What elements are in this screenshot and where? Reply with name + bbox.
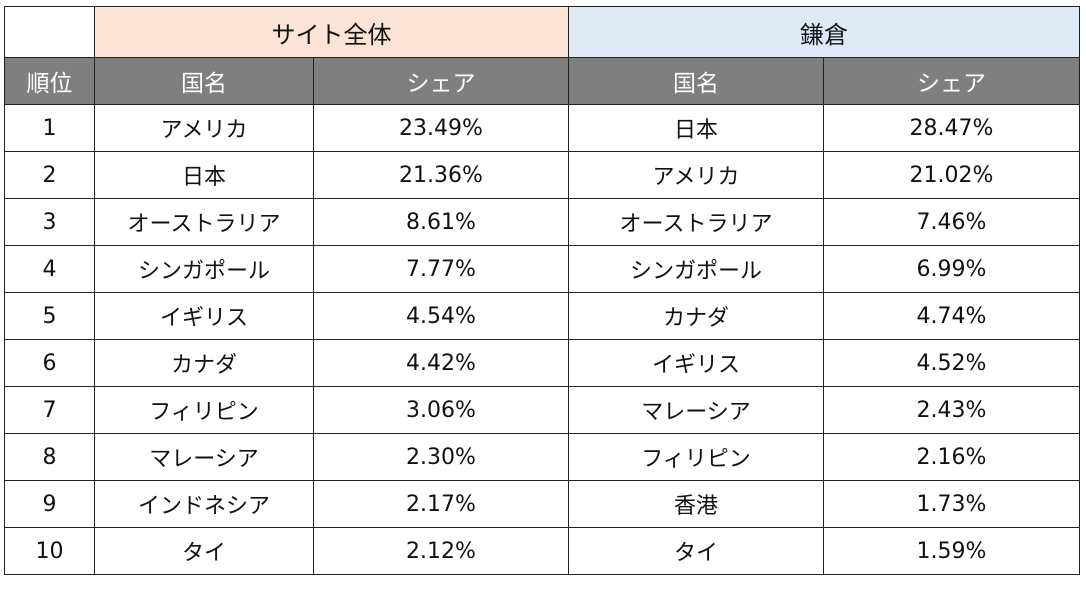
ranking-table: サイト全体 鎌倉 順位 国名 シェア 国名 シェア 1 アメリカ 23.49% 日本 2… bbox=[4, 6, 1080, 575]
kamakura-country-cell: アメリカ bbox=[568, 151, 824, 199]
site-country-cell: イギリス bbox=[94, 292, 314, 340]
site-share-cell: 2.12% bbox=[313, 527, 569, 575]
site-share-cell: 21.36% bbox=[313, 151, 569, 199]
table-row: 4 シンガポール 7.77% シンガポール 6.99% bbox=[4, 245, 1080, 293]
kamakura-share-cell: 7.46% bbox=[823, 198, 1080, 246]
table-body: 1 アメリカ 23.49% 日本 28.47% 2 日本 21.36% アメリカ 21.02% 3 オ… bbox=[4, 104, 1080, 575]
kamakura-share-cell: 1.73% bbox=[823, 480, 1080, 528]
kamakura-country-cell: 日本 bbox=[568, 104, 824, 152]
group-header-kamakura: 鎌倉 bbox=[568, 6, 1080, 58]
kamakura-share-cell: 4.74% bbox=[823, 292, 1080, 340]
rank-cell: 8 bbox=[4, 433, 95, 481]
corner-cell bbox=[4, 6, 95, 58]
kamakura-share-cell: 4.52% bbox=[823, 339, 1080, 387]
kamakura-share-cell: 21.02% bbox=[823, 151, 1080, 199]
site-share-cell: 4.54% bbox=[313, 292, 569, 340]
rank-cell: 7 bbox=[4, 386, 95, 434]
kamakura-country-cell: タイ bbox=[568, 527, 824, 575]
site-share-cell: 7.77% bbox=[313, 245, 569, 293]
kamakura-share-cell: 2.43% bbox=[823, 386, 1080, 434]
kamakura-share-cell: 28.47% bbox=[823, 104, 1080, 152]
column-header-kamakura-country: 国名 bbox=[568, 57, 824, 105]
kamakura-country-cell: 香港 bbox=[568, 480, 824, 528]
column-header-kamakura-share: シェア bbox=[823, 57, 1080, 105]
table-row: 7 フィリピン 3.06% マレーシア 2.43% bbox=[4, 386, 1080, 434]
site-country-cell: 日本 bbox=[94, 151, 314, 199]
rank-cell: 2 bbox=[4, 151, 95, 199]
rank-cell: 3 bbox=[4, 198, 95, 246]
kamakura-share-cell: 6.99% bbox=[823, 245, 1080, 293]
rank-cell: 9 bbox=[4, 480, 95, 528]
site-country-cell: フィリピン bbox=[94, 386, 314, 434]
site-country-cell: タイ bbox=[94, 527, 314, 575]
table-row: 3 オーストラリア 8.61% オーストラリア 7.46% bbox=[4, 198, 1080, 246]
site-share-cell: 23.49% bbox=[313, 104, 569, 152]
rank-cell: 10 bbox=[4, 527, 95, 575]
kamakura-share-cell: 2.16% bbox=[823, 433, 1080, 481]
table-row: 1 アメリカ 23.49% 日本 28.47% bbox=[4, 104, 1080, 152]
site-country-cell: カナダ bbox=[94, 339, 314, 387]
kamakura-country-cell: カナダ bbox=[568, 292, 824, 340]
kamakura-country-cell: シンガポール bbox=[568, 245, 824, 293]
kamakura-share-cell: 1.59% bbox=[823, 527, 1080, 575]
site-share-cell: 8.61% bbox=[313, 198, 569, 246]
kamakura-country-cell: フィリピン bbox=[568, 433, 824, 481]
group-header-site: サイト全体 bbox=[94, 6, 569, 58]
table-row: 6 カナダ 4.42% イギリス 4.52% bbox=[4, 339, 1080, 387]
site-share-cell: 4.42% bbox=[313, 339, 569, 387]
kamakura-country-cell: イギリス bbox=[568, 339, 824, 387]
rank-cell: 4 bbox=[4, 245, 95, 293]
kamakura-country-cell: オーストラリア bbox=[568, 198, 824, 246]
table-row: 10 タイ 2.12% タイ 1.59% bbox=[4, 527, 1080, 575]
column-header-site-share: シェア bbox=[313, 57, 569, 105]
site-country-cell: アメリカ bbox=[94, 104, 314, 152]
table-row: 2 日本 21.36% アメリカ 21.02% bbox=[4, 151, 1080, 199]
column-header-site-country: 国名 bbox=[94, 57, 314, 105]
site-share-cell: 3.06% bbox=[313, 386, 569, 434]
rank-cell: 5 bbox=[4, 292, 95, 340]
group-header-row: サイト全体 鎌倉 bbox=[4, 6, 1080, 58]
table-row: 5 イギリス 4.54% カナダ 4.74% bbox=[4, 292, 1080, 340]
site-country-cell: マレーシア bbox=[94, 433, 314, 481]
rank-cell: 6 bbox=[4, 339, 95, 387]
site-country-cell: インドネシア bbox=[94, 480, 314, 528]
site-country-cell: オーストラリア bbox=[94, 198, 314, 246]
rank-cell: 1 bbox=[4, 104, 95, 152]
table-row: 9 インドネシア 2.17% 香港 1.73% bbox=[4, 480, 1080, 528]
table-row: 8 マレーシア 2.30% フィリピン 2.16% bbox=[4, 433, 1080, 481]
kamakura-country-cell: マレーシア bbox=[568, 386, 824, 434]
column-header-row: 順位 国名 シェア 国名 シェア bbox=[4, 57, 1080, 105]
site-share-cell: 2.17% bbox=[313, 480, 569, 528]
site-share-cell: 2.30% bbox=[313, 433, 569, 481]
site-country-cell: シンガポール bbox=[94, 245, 314, 293]
column-header-rank: 順位 bbox=[4, 57, 95, 105]
